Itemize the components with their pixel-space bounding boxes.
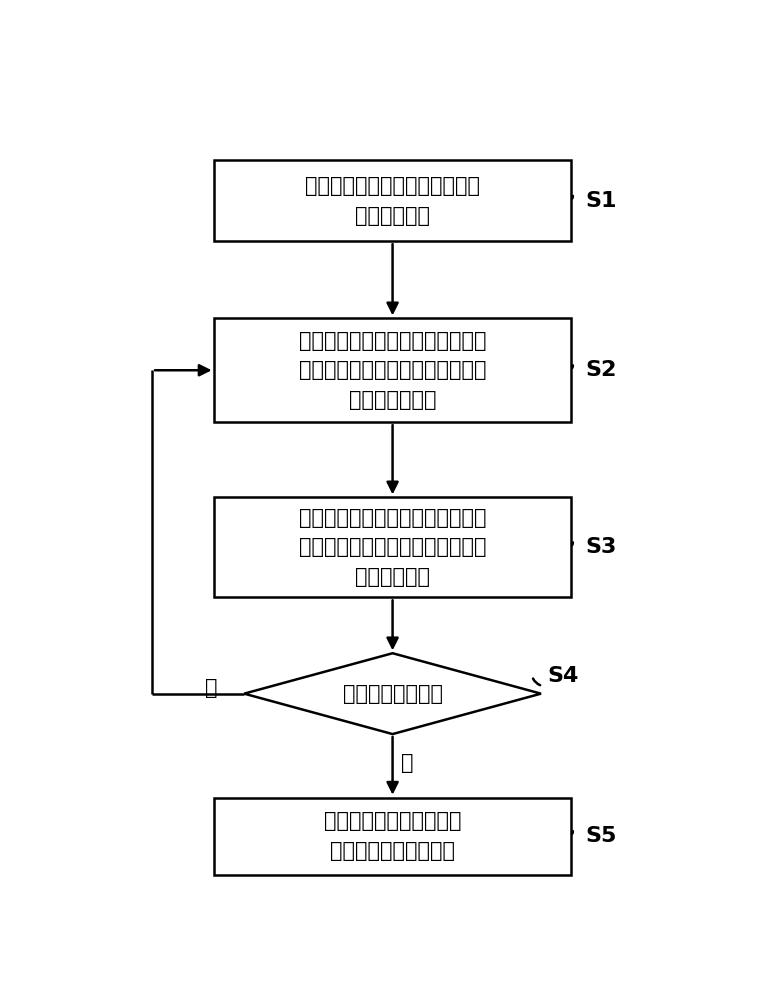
Text: 判断是否完成测试: 判断是否完成测试: [342, 684, 443, 704]
Text: 主流程模块调用调节模块，调节一
个待测波道的衰减値，获取极限光
信噪比的临界点: 主流程模块调用调节模块，调节一 个待测波道的衰减値，获取极限光 信噪比的临界点: [299, 331, 486, 410]
Text: S2: S2: [585, 360, 617, 380]
Bar: [214, 497, 571, 597]
Text: S4: S4: [547, 666, 578, 686]
Text: 主流程模块调用计算模块，计算待
测波道的极限光信噪比的临界点处
的光信噪比値: 主流程模块调用计算模块，计算待 测波道的极限光信噪比的临界点处 的光信噪比値: [299, 508, 486, 587]
Text: 否: 否: [205, 678, 218, 698]
Bar: [214, 798, 571, 875]
Bar: [214, 160, 571, 241]
Text: 主流程模块汇总所有波道
的数据并输出测试报告: 主流程模块汇总所有波道 的数据并输出测试报告: [324, 811, 461, 861]
Text: S5: S5: [585, 826, 617, 846]
Bar: [214, 318, 571, 422]
Text: S3: S3: [585, 537, 617, 557]
Polygon shape: [244, 653, 541, 734]
Text: S1: S1: [585, 191, 617, 211]
Text: 自动化平台接收输入测试参数，
并初始化系统: 自动化平台接收输入测试参数， 并初始化系统: [305, 176, 480, 226]
Text: 是: 是: [401, 753, 414, 773]
